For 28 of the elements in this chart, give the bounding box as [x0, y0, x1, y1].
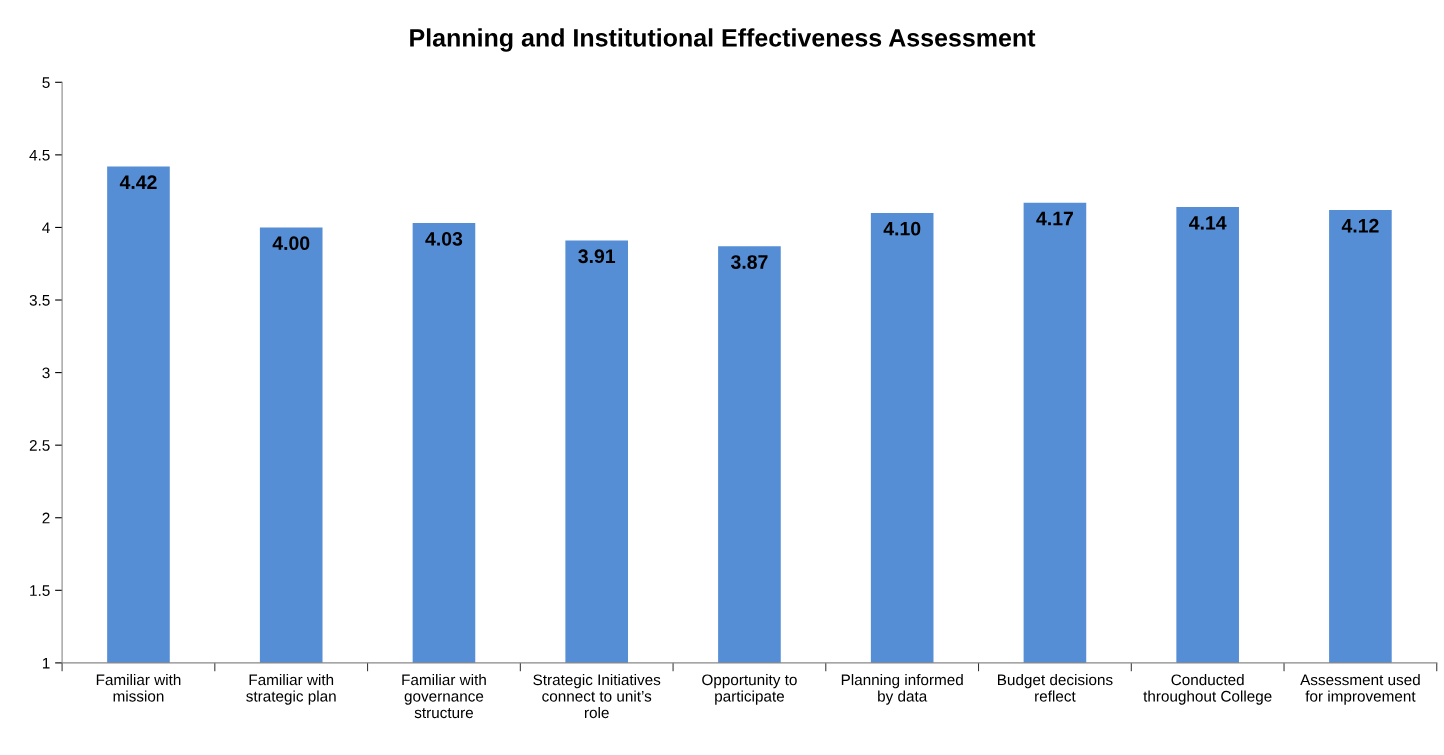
- chart-title: Planning and Institutional Effectiveness Assessment: [410, 28, 1036, 52]
- x-tick-label: Familiar with strategic plan: [246, 674, 336, 705]
- y-tick-label: 5: [42, 77, 50, 88]
- y-tick-label: 2.5: [29, 440, 50, 451]
- data-label: 3.91: [578, 249, 616, 264]
- x-tick-label: Budget decisions reflect: [998, 674, 1113, 702]
- x-tick-label: Planning informed by data: [841, 674, 963, 705]
- x-tick-label: Familiar with governance structure: [402, 674, 486, 719]
- y-tick-label: 1.5: [30, 585, 50, 596]
- data-label: 4.00: [272, 236, 310, 251]
- y-tick-label: 3: [42, 367, 50, 379]
- data-label: 4.10: [883, 221, 921, 236]
- x-tick-label: Strategic Initiatives connect to unit’s role: [533, 674, 661, 719]
- x-tick-label: Assessment used for improvement: [1300, 674, 1420, 705]
- data-label: 4.12: [1341, 218, 1379, 233]
- y-tick-label: 4: [42, 222, 50, 233]
- y-tick-label: 2: [42, 512, 50, 524]
- x-tick-label: Familiar with mission: [96, 674, 181, 702]
- data-label: 4.42: [119, 175, 157, 189]
- data-label: 4.14: [1189, 216, 1227, 230]
- y-tick-label: 3.5: [29, 294, 50, 306]
- data-label: 3.87: [730, 255, 768, 269]
- x-tick-label: Opportunity to participate: [702, 674, 797, 705]
- data-label: 4.03: [425, 231, 463, 246]
- data-label: 4.17: [1036, 211, 1073, 226]
- y-tick-label: 1: [42, 657, 50, 669]
- y-tick-label: 4.5: [29, 149, 50, 161]
- x-tick-label: Conducted throughout College: [1143, 674, 1272, 705]
